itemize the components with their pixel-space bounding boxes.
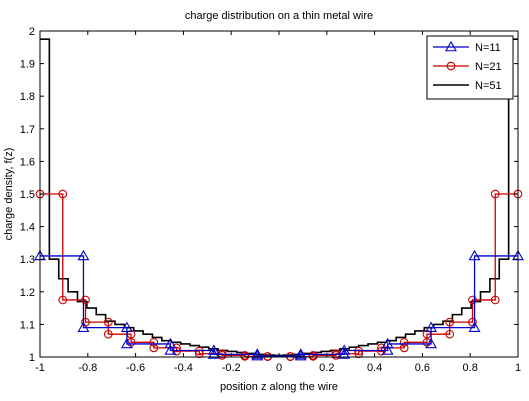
data-point [149, 337, 159, 347]
y-axis-label: charge density, f(z) [3, 148, 15, 241]
data-point [120, 321, 133, 332]
data-point [251, 349, 264, 361]
data-point [172, 346, 181, 356]
data-point [103, 329, 113, 339]
x-tick-label: -0.6 [126, 362, 145, 374]
x-tick-label: 0 [276, 362, 282, 374]
x-tick-label: -0.2 [222, 362, 241, 374]
y-tick-label: 1.1 [20, 319, 35, 331]
x-tick-label: 0.4 [367, 362, 382, 374]
y-tick-label: 1.6 [20, 156, 35, 168]
legend-entry: N=11 [433, 40, 501, 54]
y-tick-label: 1.4 [20, 222, 35, 234]
data-point [81, 295, 90, 305]
y-tick-label: 2 [29, 26, 35, 38]
data-point [468, 295, 477, 305]
x-tick-label: 1 [515, 362, 521, 374]
data-point [445, 317, 455, 327]
legend-marker [446, 61, 456, 71]
x-tick-label: -1 [35, 362, 45, 374]
y-tick-label: 1.2 [20, 287, 35, 299]
x-tick-label: -0.8 [78, 362, 97, 374]
data-point [468, 321, 481, 332]
y-tick-label: 1.8 [20, 91, 35, 103]
data-point [164, 337, 177, 349]
x-tick-label: 0.6 [415, 362, 430, 374]
data-point [164, 344, 177, 355]
data-point [308, 351, 318, 360]
data-point [338, 344, 351, 355]
legend: N=11 N=21 N=51 [426, 35, 514, 100]
y-tick-label: 1.9 [20, 59, 35, 71]
data-point [294, 349, 307, 361]
y-tick-label: 1.7 [20, 124, 35, 136]
x-tick-label: 0.8 [463, 362, 478, 374]
data-point [103, 317, 113, 327]
data-point [381, 344, 394, 355]
legend-marker [445, 40, 457, 52]
data-point [120, 337, 133, 349]
data-point [425, 321, 438, 332]
data-point [354, 346, 364, 356]
ticks-layer: -1 -0.8 -0.6 -0.4 -0.2 0 0.2 0.4 0.6 0.8 1 1 1.1 1.2 1… [20, 26, 521, 374]
legend-entry: N=51 [433, 80, 502, 92]
data-point [381, 337, 394, 349]
data-point [240, 351, 250, 361]
legend-label: N=11 [475, 42, 501, 54]
legend-entry: N=21 [433, 61, 502, 73]
chart-title: charge distribution on a thin metal wire [185, 10, 373, 22]
data-point [77, 321, 90, 332]
data-point [207, 348, 220, 359]
data-point [490, 295, 500, 305]
data-point [425, 337, 438, 349]
data-point [399, 337, 409, 347]
data-point [77, 249, 90, 261]
x-tick-label: 0.2 [319, 362, 334, 374]
data-point [251, 348, 264, 359]
data-point [207, 344, 220, 355]
legend-label: N=51 [475, 80, 502, 92]
y-tick-label: 1 [29, 352, 35, 364]
legend-label: N=21 [475, 61, 502, 73]
data-point [377, 346, 386, 356]
data-point [217, 351, 227, 360]
data-point [490, 189, 500, 199]
data-point [468, 249, 481, 261]
data-point [445, 329, 455, 339]
y-tick-label: 1.5 [20, 189, 35, 201]
data-point [194, 346, 204, 356]
data-point [58, 295, 68, 305]
data-point [294, 348, 307, 359]
x-tick-label: -0.4 [174, 362, 193, 374]
y-tick-label: 1.3 [20, 254, 35, 266]
data-point [58, 189, 68, 199]
x-axis-label: position z along the wire [220, 381, 338, 393]
